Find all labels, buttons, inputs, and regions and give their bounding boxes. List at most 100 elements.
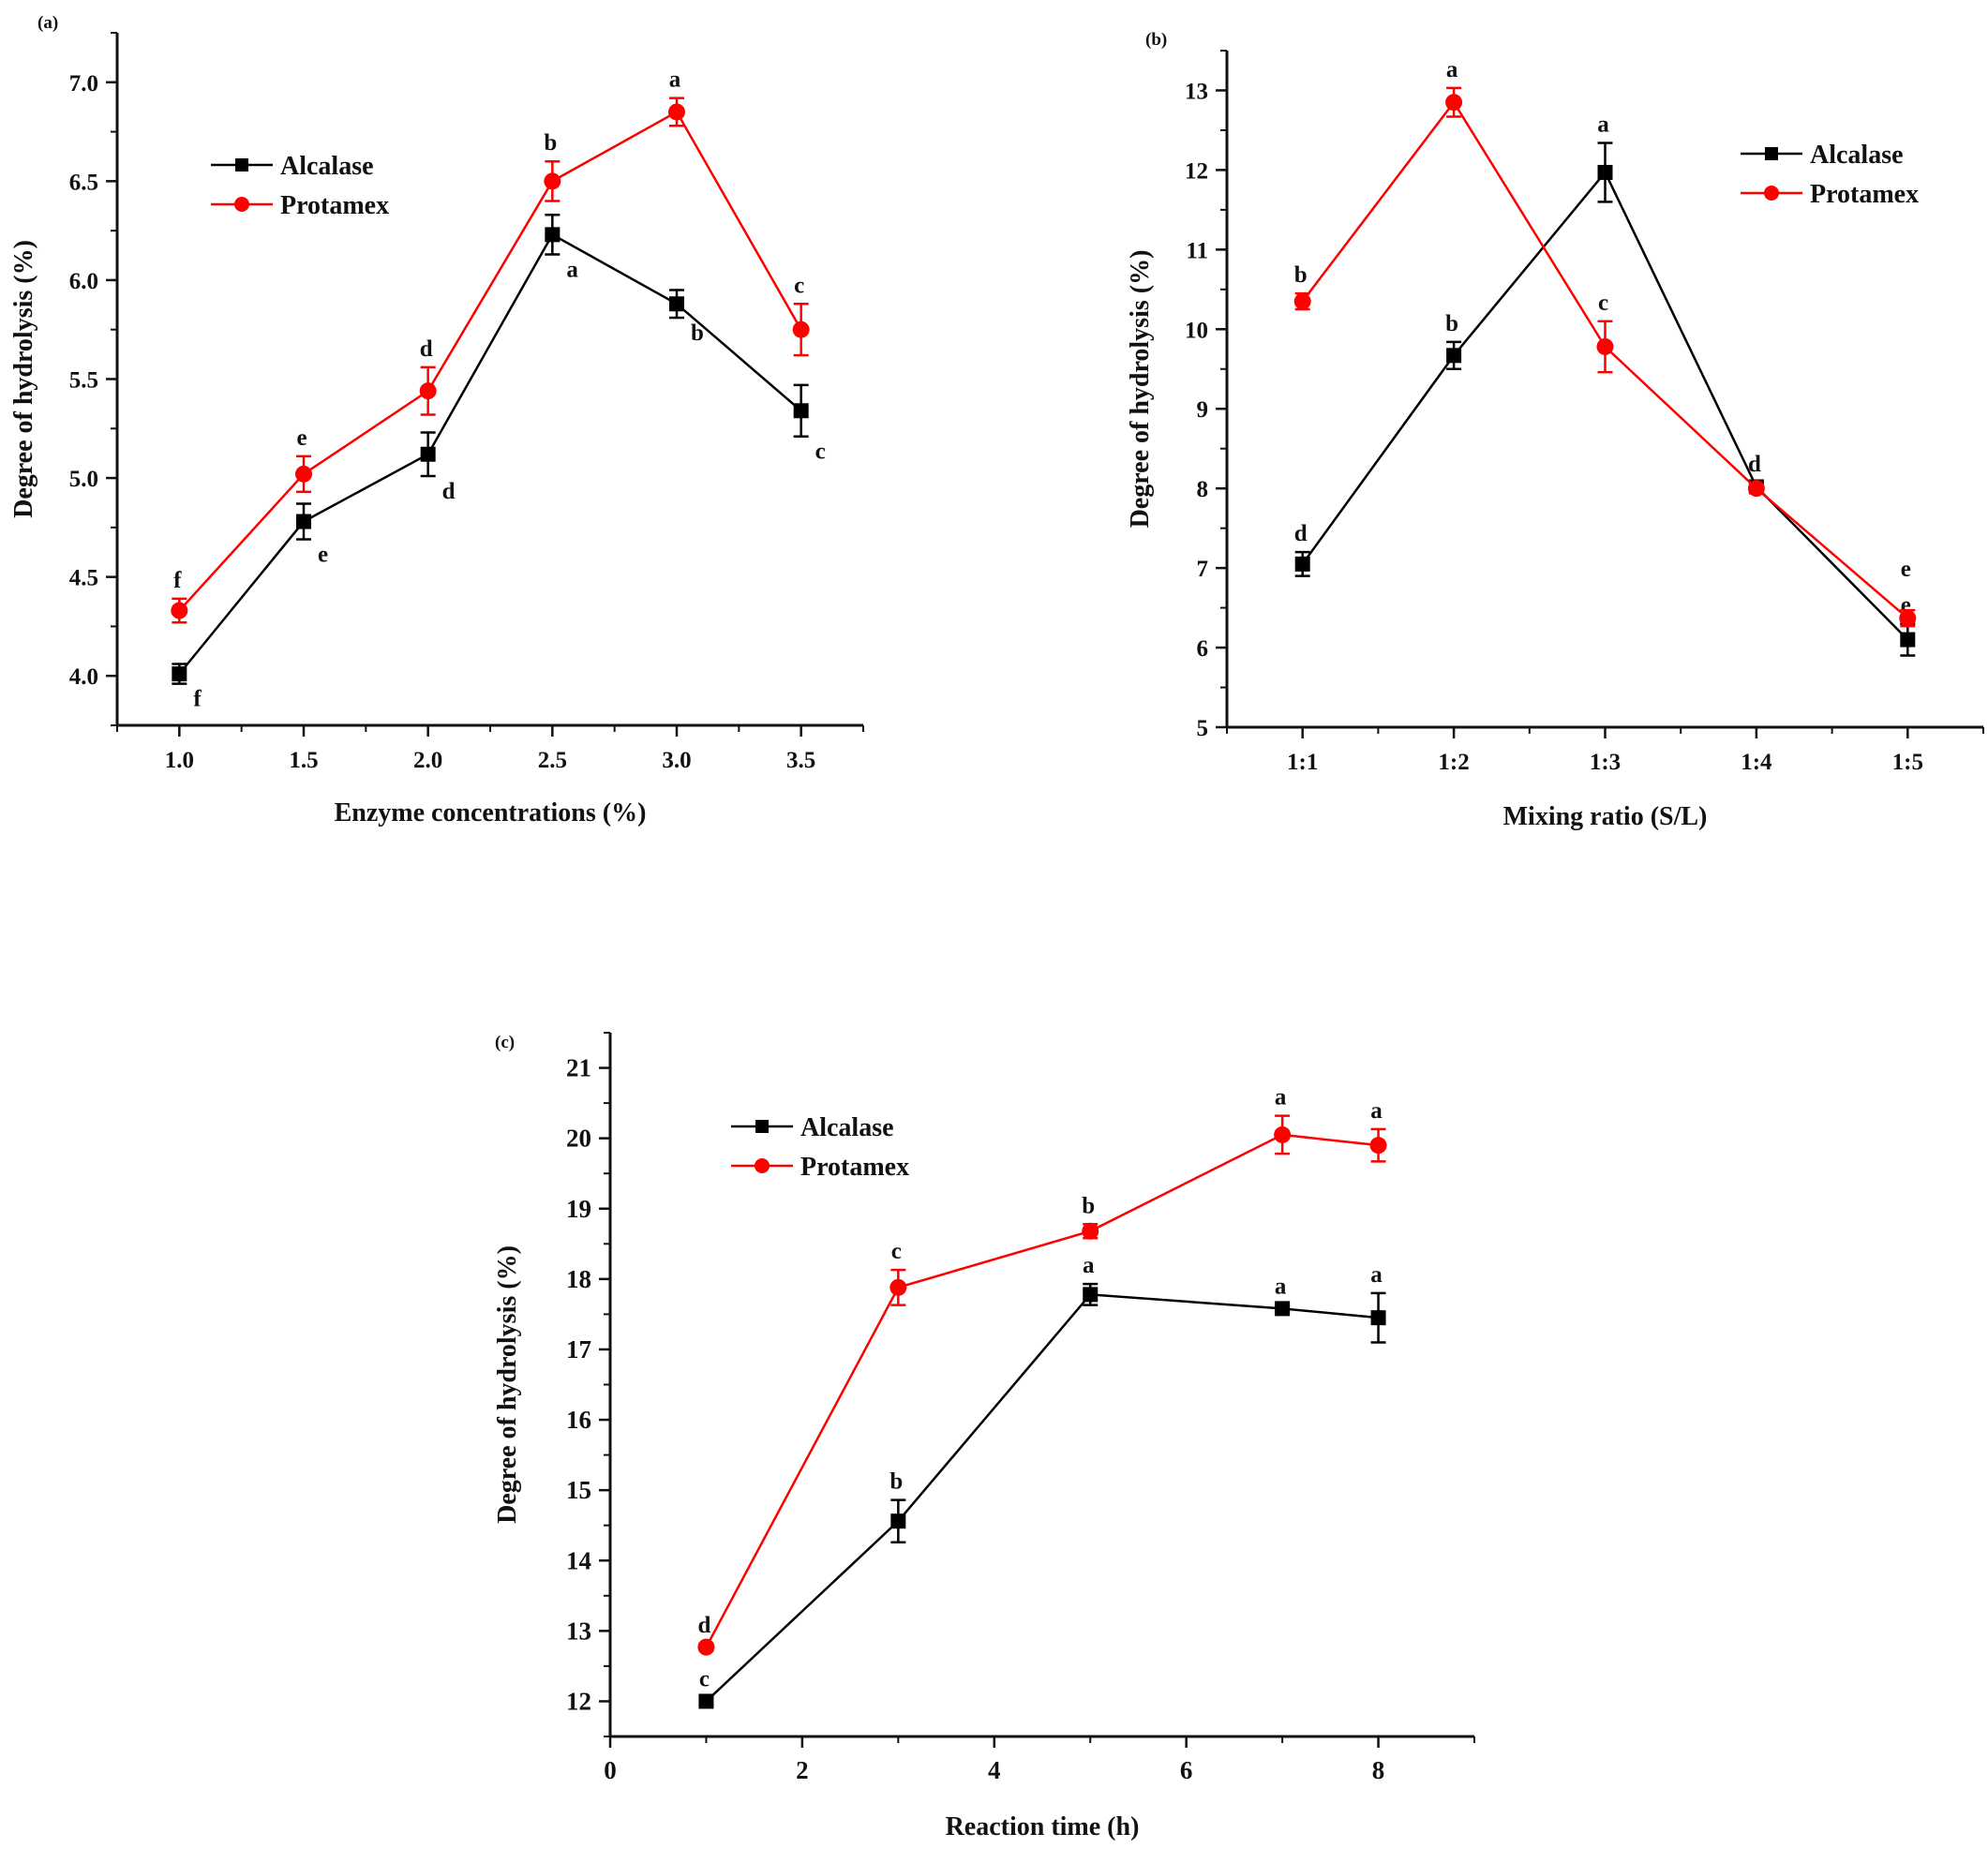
legend-marker-square <box>235 158 248 171</box>
significance-letter: b <box>1082 1193 1095 1218</box>
chart-panel-a: (a) 4.0 4.5 5.0 5.5 6.0 6.5 7.0 1.0 1.5 2.0 2.5 3.0 3… <box>9 13 864 827</box>
significance-letter: a <box>1370 1262 1383 1288</box>
data-point-square <box>172 666 187 682</box>
significance-letter: c <box>891 1239 902 1264</box>
x-tick-label: 1:3 <box>1590 750 1621 775</box>
significance-letter: f <box>173 568 182 593</box>
y-tick-label: 20 <box>566 1125 591 1153</box>
data-point-square <box>1597 164 1613 180</box>
legend-label: Protamex <box>800 1153 909 1182</box>
data-point-circle <box>544 172 561 190</box>
significance-letter: e <box>318 543 328 568</box>
y-tick-label: 9 <box>1197 397 1209 423</box>
x-tick-label: 1.0 <box>165 748 194 773</box>
significance-letter: c <box>815 440 826 465</box>
y-tick-label: 8 <box>1197 477 1209 502</box>
x-tick-label: 1:4 <box>1741 750 1772 775</box>
x-tick-label: 4 <box>988 1756 1001 1784</box>
panel-label: (b) <box>1145 30 1167 50</box>
x-tick-label: 1.5 <box>289 748 318 773</box>
significance-letter: a <box>1597 112 1609 138</box>
series-line <box>705 1293 1379 1703</box>
legend-item-protamex: Protamex <box>731 1153 909 1182</box>
y-tick-label: 18 <box>566 1265 591 1293</box>
series-protamex: d c b a a <box>697 1085 1387 1656</box>
significance-letter: b <box>544 130 557 156</box>
significance-letter: d <box>1748 452 1761 477</box>
x-axis-title: Enzyme concentrations (%) <box>335 798 647 827</box>
legend-marker-circle <box>755 1158 770 1173</box>
data-point-square <box>1294 556 1310 572</box>
data-point-circle <box>171 602 188 619</box>
significance-letter: d <box>697 1613 710 1638</box>
data-point-circle <box>1082 1222 1099 1240</box>
y-tick-label: 10 <box>1185 318 1208 343</box>
y-tick-label: 13 <box>1185 79 1208 104</box>
y-axis-title: Degree of hydrolysis (%) <box>493 1245 522 1524</box>
x-tick-label: 2.5 <box>538 748 567 773</box>
x-tick-label: 1:1 <box>1287 750 1318 775</box>
data-point-square <box>296 514 311 529</box>
y-tick-label: 6 <box>1197 636 1209 662</box>
data-point-circle <box>1293 292 1311 310</box>
x-axis-title: Mixing ratio (S/L) <box>1503 802 1708 831</box>
x-tick-label: 1:2 <box>1438 750 1469 775</box>
data-point-square <box>698 1693 714 1709</box>
data-point-circle <box>792 320 810 338</box>
significance-letter: a <box>566 257 578 282</box>
y-tick-label: 16 <box>566 1406 591 1434</box>
y-tick-label: 17 <box>566 1335 591 1364</box>
data-point-circle <box>668 103 685 121</box>
y-axis-title: Degree of hydrolysis (%) <box>9 240 38 518</box>
data-point-circle <box>295 465 312 483</box>
legend-item-protamex: Protamex <box>211 191 389 220</box>
legend-item-alcalase: Alcalase <box>1741 141 1904 170</box>
chart-panel-b: (b) 5 6 7 8 9 10 11 12 13 1:1 1:2 1:3 1:4 1:5 Mixing ra… <box>1126 30 1984 831</box>
legend-label: Protamex <box>1810 180 1919 209</box>
significance-letter: e <box>296 425 306 451</box>
significance-letter: b <box>1294 262 1308 288</box>
data-point-circle <box>1369 1137 1387 1155</box>
x-tick-label: 3.5 <box>786 748 815 773</box>
x-tick-label: 0 <box>604 1756 617 1784</box>
data-point-square <box>890 1513 906 1529</box>
x-tick-label: 8 <box>1372 1756 1385 1784</box>
y-tick-label: 15 <box>566 1476 591 1504</box>
data-point-square <box>1083 1287 1099 1303</box>
y-tick-label: 12 <box>566 1687 591 1715</box>
x-tick-label: 6 <box>1180 1756 1193 1784</box>
data-point-circle <box>697 1638 715 1656</box>
x-tick-label: 3.0 <box>662 748 691 773</box>
y-tick-label: 5 <box>1197 716 1209 741</box>
x-tick-label: 2.0 <box>413 748 442 773</box>
y-tick-label: 6.5 <box>69 170 98 195</box>
legend-label: Protamex <box>280 191 389 220</box>
y-axis-title: Degree of hydrolysis (%) <box>1126 250 1155 529</box>
panel-label: (a) <box>37 13 58 33</box>
y-tick-label: 4.5 <box>69 566 98 591</box>
significance-letter: d <box>1294 521 1308 546</box>
significance-letter: e <box>1901 557 1911 582</box>
y-tick-label: 4.0 <box>69 664 98 690</box>
significance-letter: a <box>1275 1274 1287 1300</box>
series-alcalase: c b a a a <box>698 1253 1386 1709</box>
data-point-square <box>1900 632 1916 648</box>
data-point-circle <box>1747 480 1765 498</box>
significance-letter: a <box>1275 1085 1287 1110</box>
significance-letter: a <box>1370 1098 1383 1124</box>
y-tick-label: 7.0 <box>69 71 98 97</box>
series-line <box>705 1133 1379 1648</box>
series-protamex: b a c e <box>1293 57 1917 628</box>
significance-letter: a <box>1446 57 1458 82</box>
significance-letter: a <box>1083 1253 1095 1278</box>
x-tick-label: 2 <box>796 1756 809 1784</box>
significance-letter: f <box>193 687 202 712</box>
legend-label: Alcalase <box>280 152 374 181</box>
y-tick-label: 6.0 <box>69 269 98 294</box>
y-tick-label: 7 <box>1197 557 1209 582</box>
legend-label: Alcalase <box>800 1113 894 1142</box>
y-tick-label: 5.0 <box>69 467 98 492</box>
data-point-square <box>669 296 684 312</box>
